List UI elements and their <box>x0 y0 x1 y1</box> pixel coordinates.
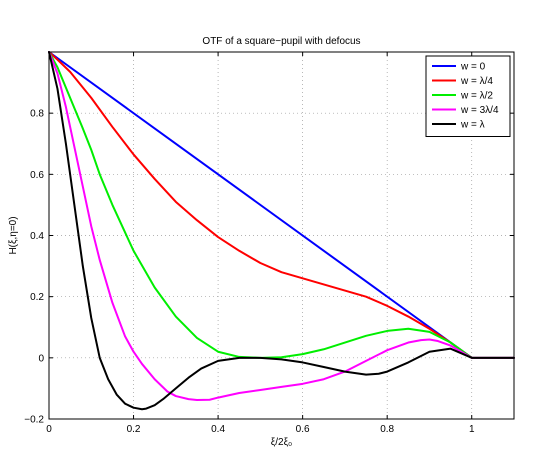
series-line-1 <box>48 51 515 359</box>
x-tick-label: 0.8 <box>380 424 394 435</box>
axis-ticks: 0 0.2 0.4 0.6 0.8 1−0.200.20.40.60.8 <box>24 52 514 435</box>
y-tick-label: 0 <box>38 353 44 364</box>
chart-title: OTF of a square−pupil with defocus <box>202 36 360 47</box>
legend-label-4: w = λ <box>460 120 485 131</box>
x-tick-label: 0 <box>46 424 52 435</box>
y-tick-label: −0.2 <box>24 415 44 426</box>
legend: w = 0 w = λ/4 w = λ/2 w = 3λ/4 w = λ <box>425 55 511 137</box>
y-tick-label: 0.2 <box>30 292 44 303</box>
x-tick-label: 1 <box>469 424 475 435</box>
series-line-4 <box>48 51 515 411</box>
y-axis-label: H(ξ,η=0) <box>8 216 19 254</box>
y-tick-label: 0.4 <box>30 231 44 242</box>
legend-label-3: w = 3λ/4 <box>460 105 499 116</box>
y-tick-label: 0.6 <box>30 170 44 181</box>
series-line-3 <box>48 51 515 402</box>
legend-label-1: w = λ/4 <box>460 76 493 87</box>
legend-label-0: w = 0 <box>460 62 486 73</box>
series-lines <box>48 51 515 411</box>
x-tick-label: 0.6 <box>296 424 310 435</box>
x-axis-label: ξ/2ξ₀ <box>271 437 292 448</box>
x-tick-label: 0.4 <box>211 424 225 435</box>
y-tick-label: 0.8 <box>30 109 44 120</box>
x-tick-label: 0.2 <box>127 424 141 435</box>
legend-label-2: w = λ/2 <box>460 91 493 102</box>
series-line-2 <box>48 51 515 359</box>
